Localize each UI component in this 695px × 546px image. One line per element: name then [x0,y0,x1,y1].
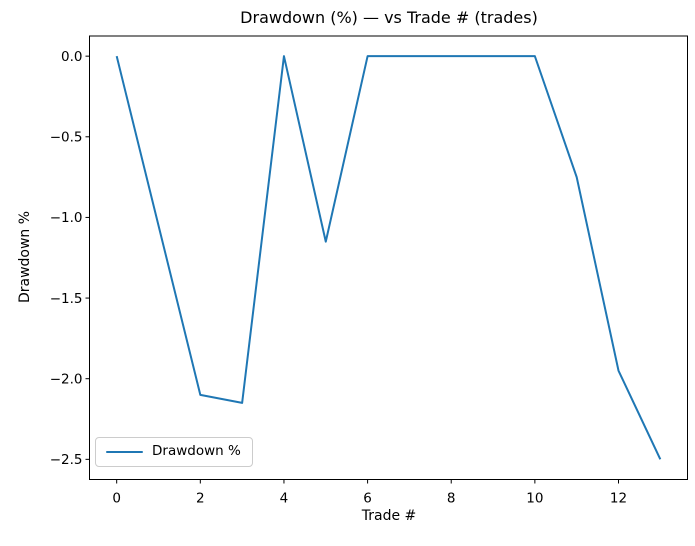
x-tick-label: 6 [363,491,372,507]
y-tick-label: −2.0 [50,372,83,388]
legend-line-swatch [106,450,143,454]
x-tick-label: 8 [447,491,456,507]
y-axis-ticks: 0.0 −0.5 −1.0 −1.5 −2.0 −2.5 [50,49,90,468]
y-tick-label: −1.5 [50,291,83,307]
y-tick-label: −1.0 [50,210,83,226]
y-tick-label: −2.5 [50,452,83,468]
legend: Drawdown % [95,437,253,467]
axes-spines [89,35,688,480]
y-axis-label: Drawdown % [17,210,33,304]
x-tick-label: 12 [610,491,627,507]
y-tick-label: 0.0 [61,49,82,65]
drawdown-line [115,55,662,460]
legend-label: Drawdown % [152,442,241,459]
x-tick-label: 0 [112,491,121,507]
y-tick-label: −0.5 [50,130,83,146]
chart-title: Drawdown (%) — vs Trade # (trades) [240,8,538,27]
x-axis-label: Trade # [361,508,417,524]
x-tick-label: 10 [526,491,543,507]
x-tick-label: 2 [196,491,205,507]
x-axis-ticks: 0 2 4 6 8 10 12 [112,479,627,507]
x-tick-label: 4 [280,491,289,507]
